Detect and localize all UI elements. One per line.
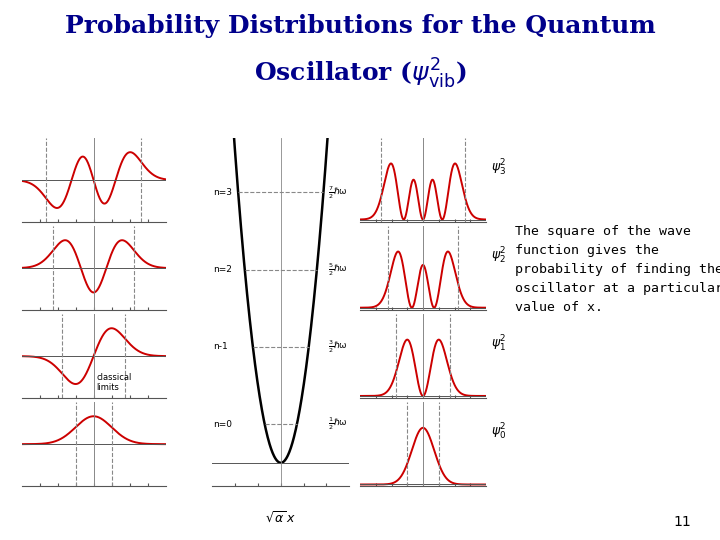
Text: Oscillator ($\psi^2_{\rm vib}$): Oscillator ($\psi^2_{\rm vib}$): [253, 57, 467, 91]
Text: The square of the wave
function gives the
probability of finding the
oscillator : The square of the wave function gives th…: [515, 225, 720, 314]
Text: $\sqrt{\alpha}\, x$: $\sqrt{\alpha}\, x$: [266, 510, 296, 525]
Text: $\psi^2_1$: $\psi^2_1$: [491, 334, 506, 354]
Text: $\frac{1}{2}$ℏω: $\frac{1}{2}$ℏω: [328, 416, 348, 433]
Text: Probability Distributions for the Quantum: Probability Distributions for the Quantu…: [65, 14, 655, 37]
Text: n=3: n=3: [214, 188, 233, 197]
Text: $\frac{5}{2}$ℏω: $\frac{5}{2}$ℏω: [328, 261, 348, 278]
Text: $\psi^2_0$: $\psi^2_0$: [491, 422, 506, 442]
Text: $\frac{7}{2}$ℏω: $\frac{7}{2}$ℏω: [328, 184, 348, 201]
Text: classical
limits: classical limits: [96, 373, 132, 392]
Text: $\psi^2_2$: $\psi^2_2$: [491, 246, 506, 266]
Text: n-1: n-1: [214, 342, 228, 352]
Text: n=2: n=2: [214, 265, 233, 274]
Text: n=0: n=0: [214, 420, 233, 429]
Text: $\frac{3}{2}$ℏω: $\frac{3}{2}$ℏω: [328, 339, 348, 355]
Text: 11: 11: [673, 515, 691, 529]
Text: $\psi^2_3$: $\psi^2_3$: [491, 158, 506, 178]
